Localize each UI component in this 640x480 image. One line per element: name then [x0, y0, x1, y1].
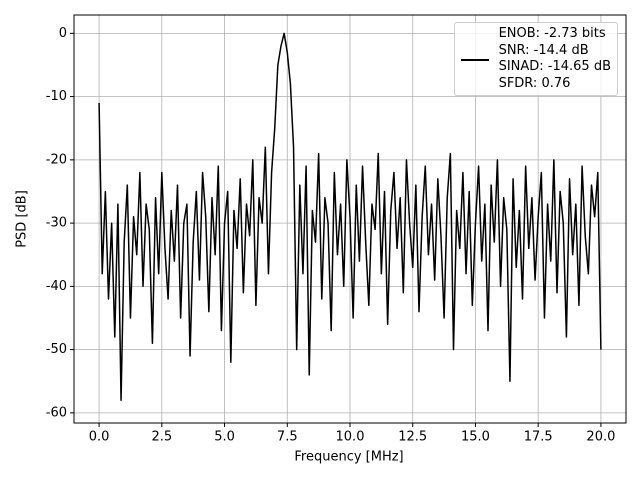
legend: ENOB: -2.73 bits SNR: -14.4 dB SINAD: -1… — [453, 22, 618, 96]
y-tick-label: -40 — [46, 279, 67, 294]
x-tick-label: 17.5 — [524, 430, 553, 445]
legend-label: ENOB: -2.73 bits SNR: -14.4 dB SINAD: -1… — [498, 26, 611, 91]
x-tick-label: 15.0 — [461, 430, 490, 445]
x-tick-label: 2.5 — [151, 430, 172, 445]
y-tick-label: -60 — [46, 405, 67, 420]
x-axis-label: Frequency [MHz] — [294, 450, 403, 465]
x-tick-label: 20.0 — [586, 430, 615, 445]
x-tick-label: 12.5 — [398, 430, 427, 445]
x-tick-label: 0.0 — [89, 430, 110, 445]
plot-frame — [73, 14, 627, 424]
data-line — [98, 32, 602, 401]
y-axis-label: PSD [dB] — [15, 190, 30, 248]
x-tick-label: 10.0 — [336, 430, 365, 445]
y-tick-label: 0 — [59, 26, 67, 41]
y-tick-label: -30 — [46, 216, 67, 231]
legend-swatch — [460, 59, 489, 61]
x-tick-label: 5.0 — [214, 430, 235, 445]
y-tick-label: -20 — [46, 152, 67, 167]
y-tick-label: -10 — [46, 89, 67, 104]
y-tick-label: -50 — [46, 342, 67, 357]
x-tick-label: 7.5 — [277, 430, 298, 445]
